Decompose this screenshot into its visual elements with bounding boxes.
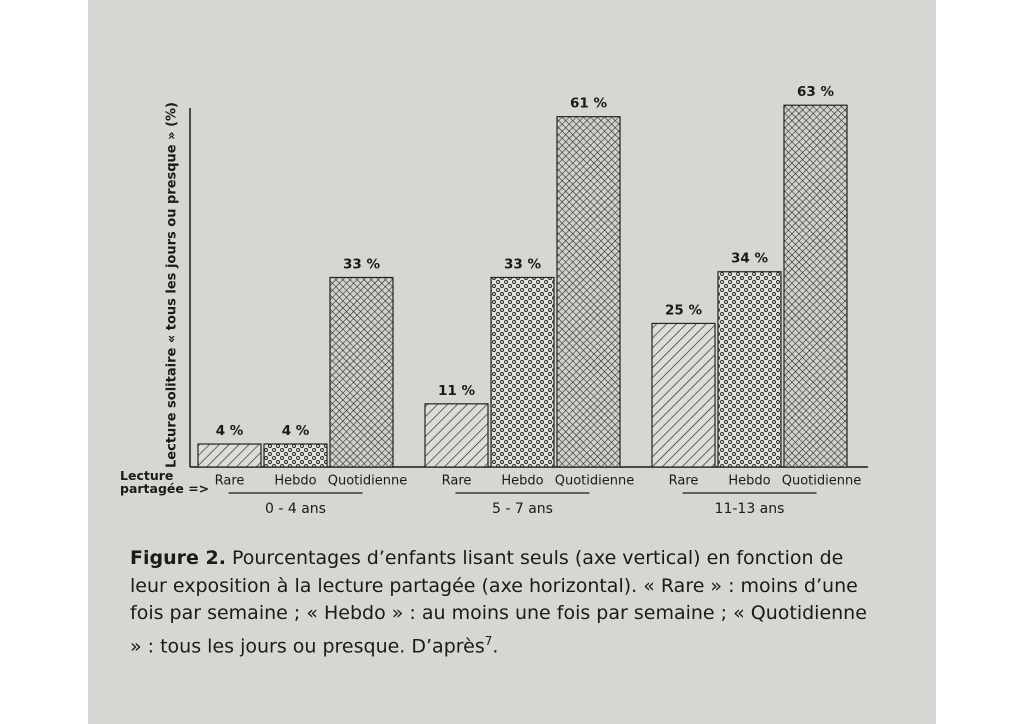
bar (556, 116, 621, 468)
x-tick-label: 11-13 ans (715, 501, 785, 517)
series-label: Hebdo (728, 474, 770, 489)
value-label: 25 % (665, 302, 702, 318)
bar (783, 104, 848, 468)
bar (490, 276, 555, 468)
series-label: Rare (215, 474, 245, 489)
series-label: Quotidienne (782, 474, 861, 489)
series-label: Quotidienne (555, 474, 634, 489)
x-tick-label: 0 - 4 ans (265, 501, 326, 517)
caption-text: Pourcentages d’enfants lisant seuls (axe… (130, 547, 867, 657)
value-label: 63 % (797, 84, 834, 100)
x-axis-label: Lecture partagée => (120, 468, 210, 496)
series-label: Quotidienne (328, 474, 407, 489)
series-label: Hebdo (274, 474, 316, 489)
x-tick-label: 5 - 7 ans (492, 501, 553, 517)
series-label: Rare (442, 474, 472, 489)
y-axis-label: Lecture solitaire « tous les jours ou pr… (165, 102, 180, 468)
series-label: Rare (669, 474, 699, 489)
bar (424, 403, 489, 468)
bar (717, 271, 782, 468)
value-label: 4 % (216, 423, 244, 439)
value-label: 33 % (343, 256, 380, 272)
bar (263, 443, 328, 468)
caption: Figure 2. Pourcentages d’enfants lisant … (130, 545, 875, 660)
value-label: 34 % (731, 251, 768, 267)
bar (651, 322, 716, 468)
value-label: 33 % (504, 256, 541, 272)
bar (197, 443, 262, 468)
caption-ref: 7 (484, 633, 493, 648)
caption-end: . (492, 634, 499, 657)
value-label: 4 % (282, 423, 310, 439)
value-label: 11 % (438, 383, 475, 399)
caption-label: Figure 2. (130, 547, 226, 569)
series-label: Hebdo (501, 474, 543, 489)
bar (329, 276, 394, 468)
value-label: 61 % (570, 96, 607, 112)
